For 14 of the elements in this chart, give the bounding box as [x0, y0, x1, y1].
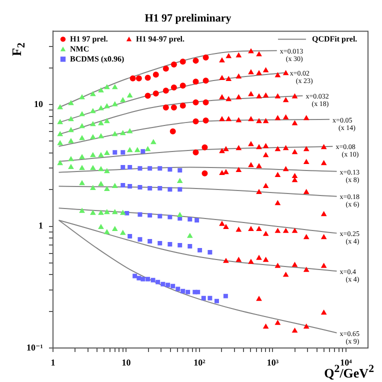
chart-title: H1 97 preliminary — [144, 12, 232, 24]
legend-label: BCDMS (x0.96) — [70, 54, 125, 64]
x-tick-label: 10⁴ — [340, 358, 352, 368]
y-tick-label: 10 — [34, 98, 44, 109]
x-tick-label: 10² — [194, 358, 206, 368]
y-tick-label: 10⁻¹ — [26, 342, 44, 352]
x-tick-label: 10 — [122, 358, 132, 368]
legend-label: H1 97 prel. — [70, 34, 108, 44]
y-tick-label: 1 — [38, 220, 44, 231]
legend-label: NMC — [70, 44, 90, 54]
x-tick-label: 1 — [50, 358, 56, 368]
legend-label: H1 94-97 prel. — [136, 34, 185, 44]
legend-label: QCDFit prel. — [312, 34, 358, 44]
x-tick-label: 10³ — [266, 358, 279, 368]
